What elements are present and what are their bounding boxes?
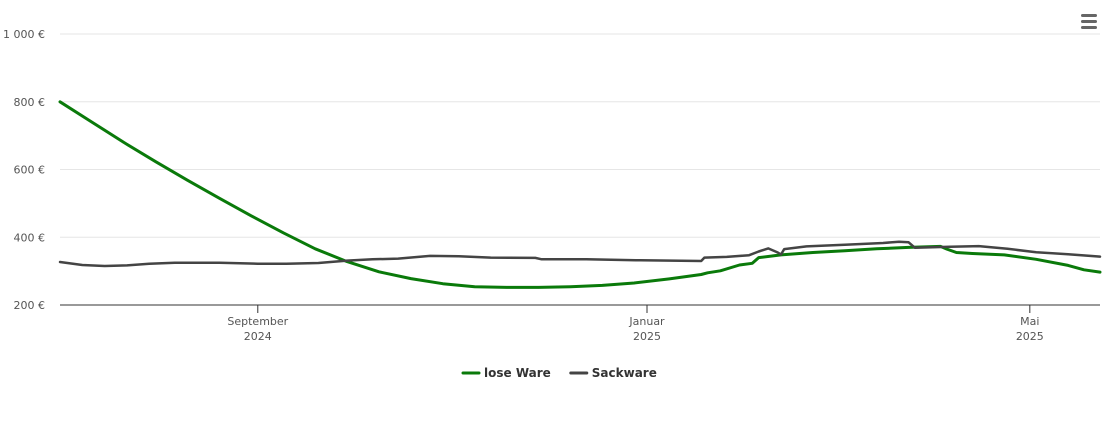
grid-lines (60, 33, 1100, 238)
series-line-sackware[interactable] (58, 240, 1102, 268)
y-tick-label: 400 € (14, 231, 46, 244)
legend: lose Ware Sackware (461, 366, 657, 380)
legend-item-sackware[interactable]: Sackware (569, 366, 657, 380)
y-tick-label: 200 € (14, 299, 46, 312)
y-tick-label: 800 € (14, 96, 46, 109)
legend-label: Sackware (592, 366, 657, 380)
y-tick-label: 600 € (14, 164, 46, 177)
legend-label: lose Ware (484, 366, 551, 380)
x-tick-label: 2025 (1016, 330, 1044, 343)
x-tick-label: 2024 (244, 330, 272, 343)
chart-menu-button[interactable] (1076, 10, 1102, 34)
x-axis: September 2024 Januar 2025 Mai 2025 (60, 304, 1100, 343)
hamburger-menu-icon (1081, 14, 1097, 29)
y-axis: 200 € 400 € 600 € 800 € 1 000 € (3, 28, 45, 312)
legend-item-lose-ware[interactable]: lose Ware (461, 366, 551, 380)
x-tick-label: Mai (1020, 315, 1039, 328)
x-tick-label: 2025 (633, 330, 661, 343)
x-tick-label: Januar (628, 315, 665, 328)
series-lines (58, 100, 1102, 289)
y-tick-label: 1 000 € (3, 28, 45, 41)
x-tick-label: September (227, 315, 288, 328)
series-line-lose-ware[interactable] (58, 100, 1102, 289)
